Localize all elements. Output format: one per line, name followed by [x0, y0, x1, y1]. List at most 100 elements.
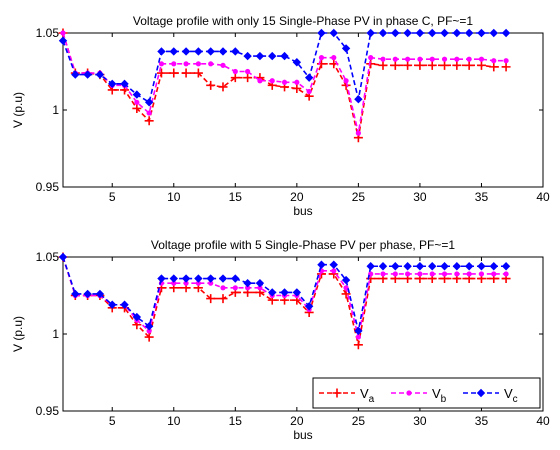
- data-point-b: [503, 271, 509, 277]
- x-tick-label: 25: [352, 414, 366, 428]
- x-tick-label: 10: [167, 190, 181, 204]
- data-point-c: [144, 98, 154, 107]
- data-point-c: [452, 262, 462, 271]
- data-point-c: [181, 47, 191, 56]
- data-point-c: [206, 47, 215, 56]
- data-point-b: [478, 56, 485, 62]
- data-point-b: [306, 88, 312, 95]
- x-tick-label: 15: [229, 190, 243, 204]
- data-point-c: [428, 28, 437, 38]
- data-point-b: [417, 56, 423, 62]
- data-point-c: [440, 28, 449, 38]
- data-point-a: [390, 60, 400, 70]
- x-tick-label: 5: [109, 414, 116, 428]
- data-point-b: [257, 78, 263, 84]
- y-axis-label: V (p.u): [11, 92, 25, 128]
- data-point-a: [169, 68, 179, 78]
- data-point-b: [368, 55, 374, 61]
- data-point-c: [206, 274, 215, 283]
- data-point-b: [454, 56, 460, 62]
- x-tick-label: 20: [290, 190, 304, 204]
- data-point-c: [440, 262, 449, 271]
- data-point-b: [232, 68, 238, 75]
- data-point-a: [156, 68, 166, 78]
- data-point-a: [132, 103, 142, 113]
- data-point-b: [208, 61, 214, 67]
- y-tick-label: 1.05: [36, 26, 60, 40]
- x-axis-label: bus: [293, 204, 312, 218]
- data-point-c: [292, 58, 302, 67]
- data-point-c: [268, 288, 277, 297]
- legend-label-main: V: [504, 386, 513, 401]
- data-point-c: [489, 262, 498, 271]
- data-point-c: [329, 28, 338, 38]
- data-point-b: [466, 271, 472, 277]
- data-point-b: [355, 130, 361, 136]
- data-point-a: [489, 62, 499, 72]
- data-point-c: [132, 312, 142, 322]
- data-point-a: [218, 294, 228, 304]
- data-point-b: [405, 56, 411, 62]
- data-point-b: [331, 55, 337, 61]
- legend-marker: [476, 388, 486, 398]
- data-point-c: [304, 73, 314, 82]
- data-point-c: [464, 28, 474, 38]
- y-tick-label: 0.95: [36, 404, 60, 418]
- data-point-c: [144, 322, 154, 331]
- data-point-b: [355, 334, 361, 340]
- data-point-c: [268, 51, 277, 61]
- data-point-b: [281, 79, 288, 85]
- legend-label: Vc: [504, 386, 518, 405]
- data-point-c: [304, 302, 314, 311]
- x-tick-label: 30: [413, 414, 427, 428]
- legend-label-sub: c: [513, 394, 518, 405]
- chart-title: Voltage profile with 5 Single-Phase PV p…: [151, 238, 456, 252]
- data-point-b: [146, 110, 152, 116]
- data-point-b: [417, 271, 423, 277]
- data-point-c: [95, 289, 105, 299]
- x-tick-label: 30: [413, 190, 427, 204]
- data-point-b: [429, 271, 435, 277]
- subplot-1: Voltage profile with only 15 Single-Phas…: [11, 14, 550, 218]
- legend-label-sub: a: [369, 394, 375, 405]
- data-point-b: [405, 271, 411, 277]
- data-point-c: [231, 47, 240, 56]
- data-point-c: [464, 262, 474, 271]
- data-point-b: [220, 62, 226, 68]
- data-point-c: [292, 288, 302, 297]
- data-point-b: [257, 285, 263, 291]
- legend-label: Vb: [432, 386, 447, 405]
- data-point-c: [255, 51, 265, 61]
- data-point-b: [392, 56, 398, 62]
- data-point-b: [195, 280, 201, 286]
- data-point-c: [317, 260, 326, 269]
- data-point-c: [378, 28, 388, 38]
- data-point-b: [245, 68, 251, 75]
- data-point-a: [427, 60, 437, 70]
- data-point-c: [354, 326, 363, 336]
- data-point-b: [232, 285, 238, 291]
- data-point-c: [231, 274, 240, 283]
- data-point-c: [341, 275, 351, 285]
- data-point-c: [255, 278, 265, 288]
- x-tick-label: 20: [290, 414, 304, 428]
- data-point-c: [120, 300, 129, 309]
- data-point-c: [218, 47, 228, 56]
- data-point-c: [501, 262, 511, 271]
- data-point-c: [71, 70, 80, 79]
- x-tick-label: 15: [229, 414, 243, 428]
- data-point-b: [343, 285, 349, 291]
- data-point-b: [441, 56, 448, 62]
- data-point-a: [292, 83, 302, 93]
- data-point-c: [501, 28, 511, 38]
- data-point-b: [331, 268, 337, 274]
- y-tick-label: 1: [52, 327, 59, 341]
- data-point-c: [428, 262, 437, 271]
- data-point-a: [144, 116, 154, 126]
- data-point-a: [181, 68, 191, 78]
- data-point-c: [95, 70, 105, 79]
- data-point-b: [171, 61, 177, 67]
- x-tick-label: 40: [536, 190, 550, 204]
- data-point-c: [58, 36, 68, 45]
- data-point-a: [476, 60, 486, 70]
